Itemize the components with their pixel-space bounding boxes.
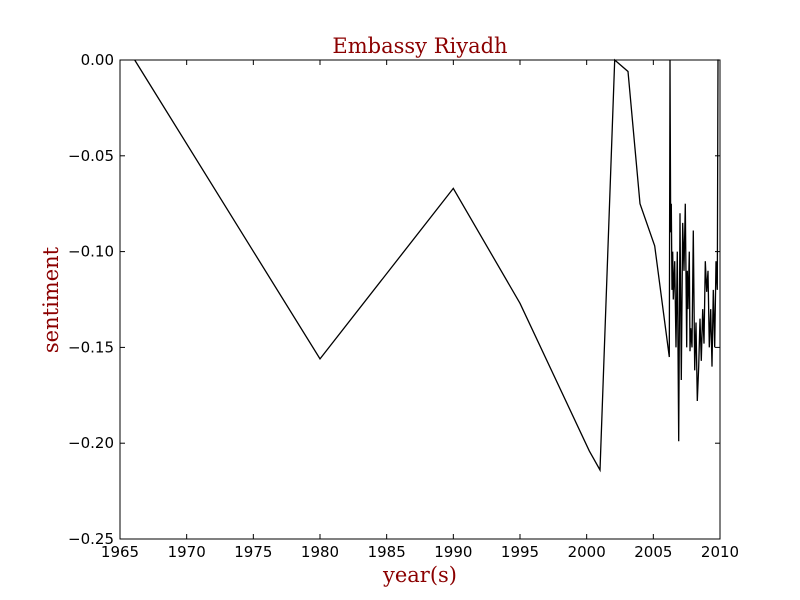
x-tick-label: 1990: [434, 543, 472, 561]
y-tick-label: −0.15: [68, 338, 114, 356]
chart-title: Embassy Riyadh: [332, 34, 507, 58]
x-tick-label: 2000: [568, 543, 606, 561]
series-line-0: [134, 58, 719, 473]
y-tick-label: −0.20: [68, 434, 114, 452]
y-tick-label: −0.10: [68, 243, 114, 261]
axes-frame: [119, 59, 721, 540]
x-tick-label: 1965: [101, 543, 139, 561]
x-tick-label: 1980: [301, 543, 339, 561]
x-tick-label: 1975: [234, 543, 272, 561]
x-tick-label: 2005: [634, 543, 672, 561]
x-tick-label: 1970: [168, 543, 206, 561]
y-tick-label: −0.05: [68, 147, 114, 165]
tick-group: 1965 1970 1975 1980 1985 1990 1995 2000 2005 2010…: [68, 51, 739, 561]
y-tick-label: 0.00: [81, 51, 114, 69]
x-axis-label: year(s): [382, 563, 457, 587]
y-tick-label: −0.25: [68, 530, 114, 548]
y-axis-label: sentiment: [39, 246, 63, 353]
x-tick-label: 2010: [701, 543, 739, 561]
x-tick-label: 1995: [501, 543, 539, 561]
plot-area: [134, 58, 719, 473]
x-tick-label: 1985: [368, 543, 406, 561]
